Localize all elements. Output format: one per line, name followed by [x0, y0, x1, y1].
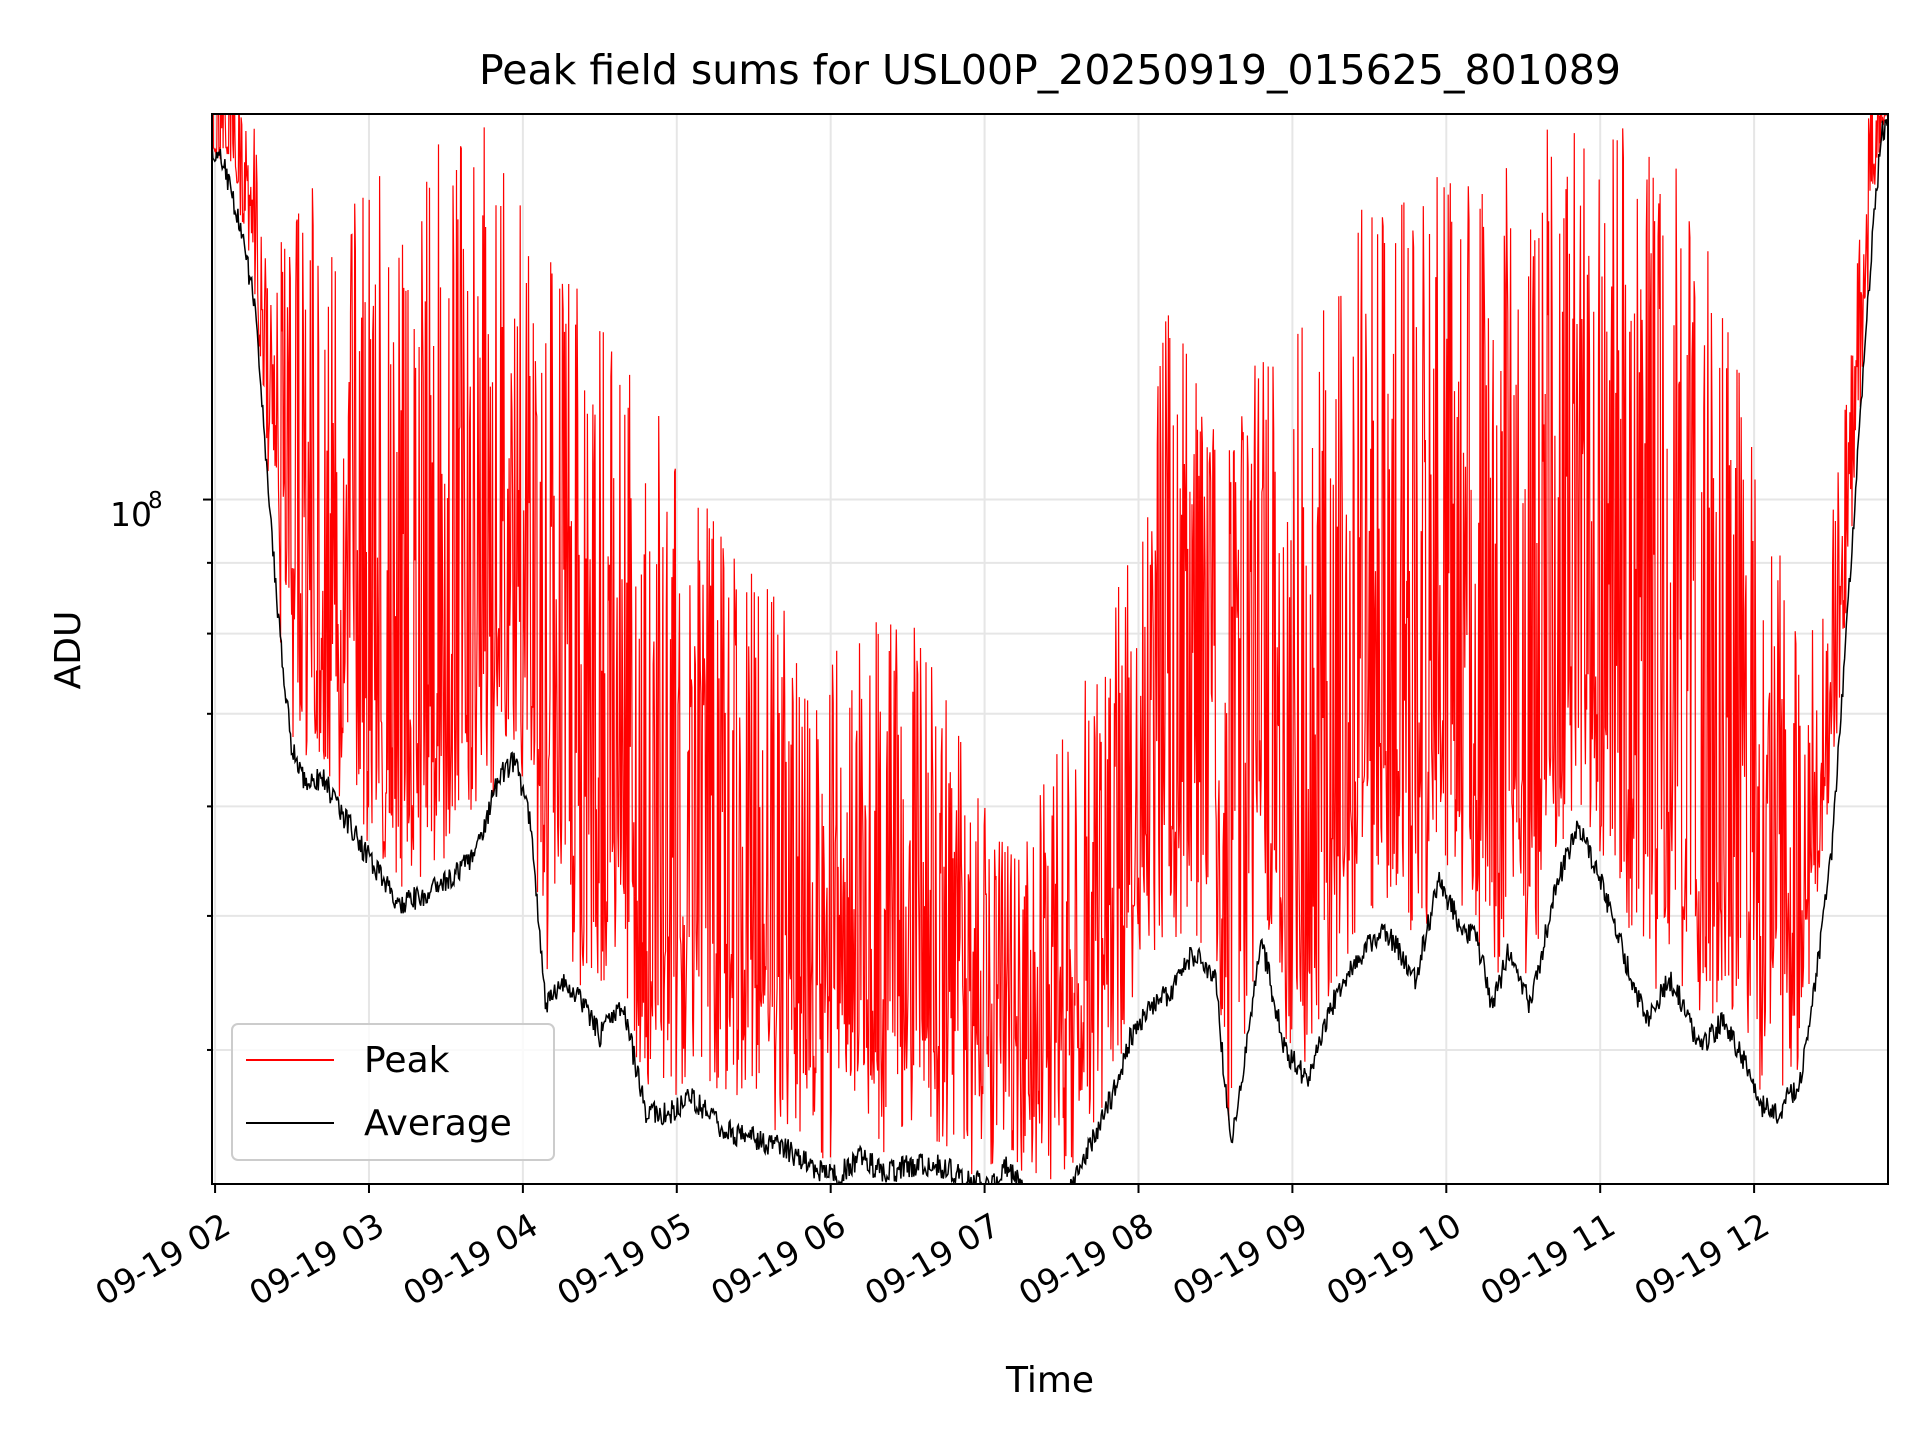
plot-frame: [211, 113, 1889, 1185]
series-layer: [212, 114, 1888, 1184]
legend-peak-label: Peak: [364, 1040, 450, 1081]
y-axis-ticks: [203, 498, 212, 1051]
y-axis-title: ADU: [48, 611, 89, 690]
x-axis-title: Time: [1005, 1360, 1094, 1401]
legend-box: [231, 1023, 555, 1161]
y-tick-label-base: 10: [110, 495, 152, 534]
y-tick-label-1e8: 10 8: [110, 488, 163, 534]
chart-title: Peak field sums for USL00P_20250919_0156…: [479, 46, 1621, 94]
peak-series-line: [212, 114, 1887, 1180]
average-series-line: [212, 118, 1888, 1184]
legend-average-label: Average: [364, 1103, 512, 1144]
legend: Peak Average: [231, 1023, 555, 1161]
y-tick-label-exponent: 8: [148, 488, 163, 514]
